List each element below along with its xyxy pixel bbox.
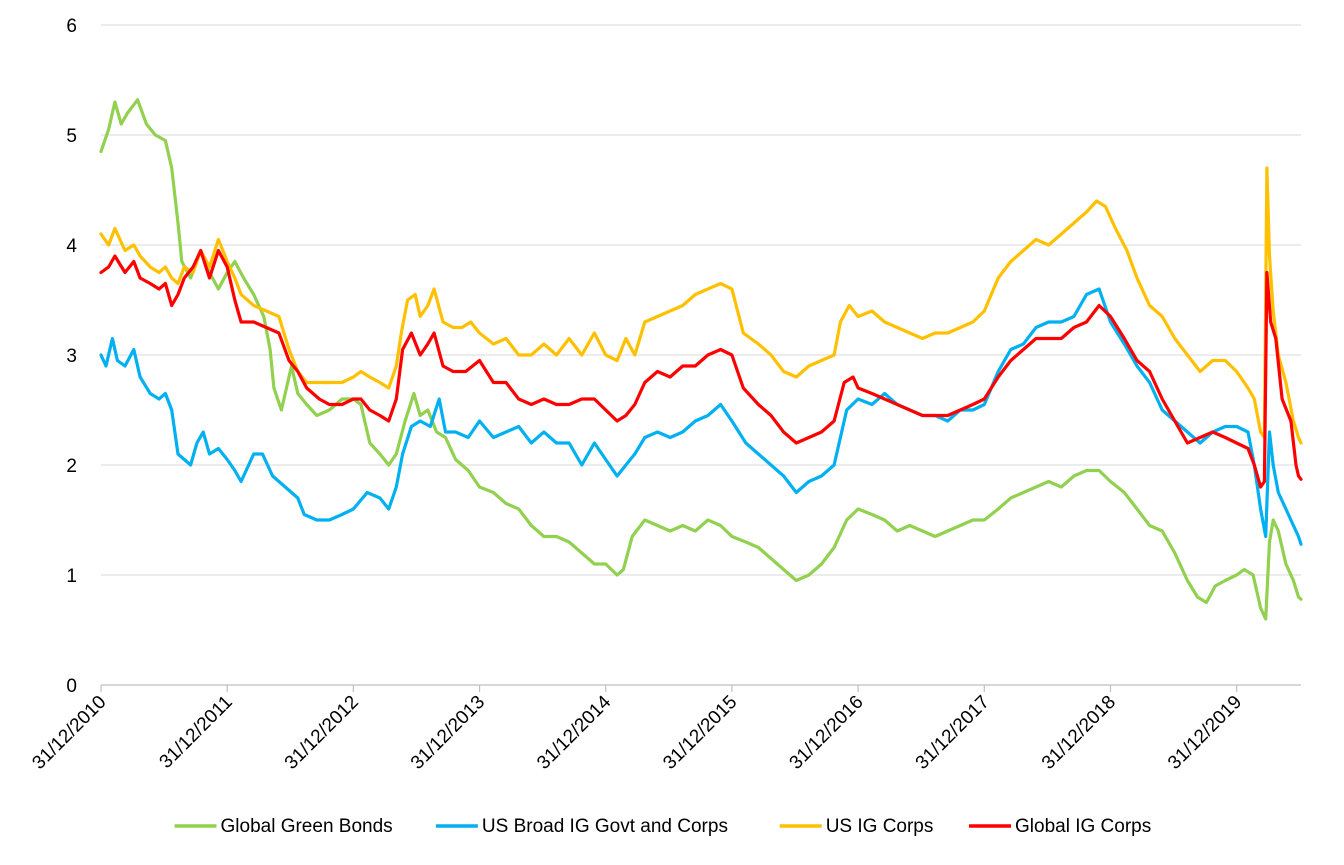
legend-item: US IG Corps bbox=[779, 816, 934, 837]
legend-item: Global Green Bonds bbox=[174, 816, 393, 837]
x-tick-label: 31/12/2019 bbox=[1164, 692, 1246, 774]
y-tick-label: 5 bbox=[66, 126, 77, 147]
y-tick-label: 3 bbox=[66, 346, 77, 367]
legend-label: Global IG Corps bbox=[1015, 816, 1151, 837]
series-layer bbox=[99, 98, 1303, 621]
x-tick-label: 31/12/2012 bbox=[281, 692, 363, 774]
legend-label: US Broad IG Govt and Corps bbox=[482, 816, 728, 837]
series-line-global-ig-corps bbox=[99, 248, 1303, 489]
legend: Global Green Bonds US Broad IG Govt and C… bbox=[174, 816, 1151, 837]
series-line-us-broad-ig-govt-and-corps bbox=[99, 287, 1303, 546]
gridlines bbox=[101, 24, 1301, 576]
axes: 0 1 2 3 4 5 6 31/12/2010 31/12/2011 31/12/2012 31/… bbox=[28, 16, 1301, 774]
series-line-global-green-bonds bbox=[99, 98, 1303, 621]
series-line-us-ig-corps bbox=[99, 166, 1303, 445]
x-tick-label: 31/12/2014 bbox=[533, 691, 615, 773]
x-tick-label: 31/12/2010 bbox=[28, 692, 110, 774]
x-tick-label: 31/12/2013 bbox=[407, 692, 489, 774]
y-tick-label: 0 bbox=[66, 676, 77, 697]
x-tick-label: 31/12/2017 bbox=[912, 692, 994, 774]
x-tick-label: 31/12/2018 bbox=[1038, 692, 1120, 774]
x-tick-label: 31/12/2011 bbox=[156, 692, 237, 773]
y-tick-label: 1 bbox=[66, 566, 77, 587]
legend-item: US Broad IG Govt and Corps bbox=[435, 816, 728, 837]
y-tick-label: 4 bbox=[66, 236, 77, 257]
y-tick-label: 2 bbox=[66, 456, 77, 477]
y-tick-label: 6 bbox=[66, 16, 77, 37]
legend-label: Global Green Bonds bbox=[221, 816, 393, 837]
legend-item: Global IG Corps bbox=[969, 816, 1151, 837]
x-tick-label: 31/12/2015 bbox=[659, 692, 741, 774]
x-tick-label: 31/12/2016 bbox=[786, 692, 868, 774]
legend-label: US IG Corps bbox=[826, 816, 934, 837]
